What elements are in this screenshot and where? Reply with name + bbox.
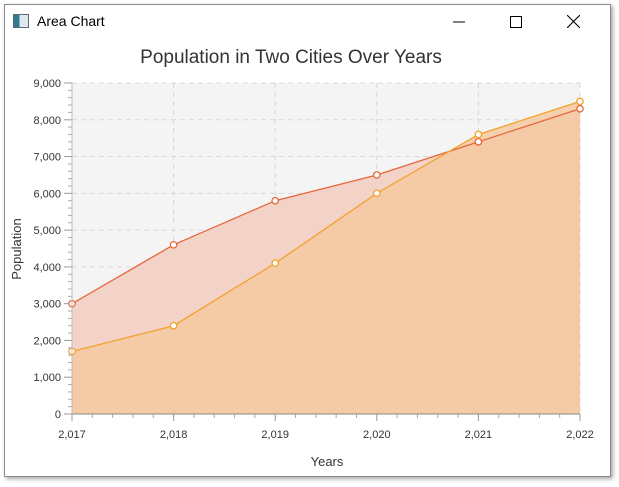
series-2-line	[71, 100, 581, 353]
x-tick-label: 2,018	[160, 429, 188, 441]
x-tick-label: 2,019	[261, 429, 289, 441]
series-2-point	[271, 259, 280, 268]
series-1-line	[71, 108, 581, 305]
close-icon	[566, 15, 580, 28]
y-tick-label: 3,000	[33, 299, 61, 311]
series-2-point	[372, 189, 381, 198]
title-bar: Area Chart	[5, 5, 610, 38]
series-1-point	[576, 104, 584, 113]
series-2-point	[169, 321, 178, 330]
app-icon	[13, 14, 29, 28]
series-1-point	[474, 137, 483, 146]
series-2-area	[72, 101, 580, 414]
y-tick-label: 8,000	[33, 115, 61, 127]
y-tick-label: 5,000	[33, 225, 61, 237]
series-1-point	[271, 196, 280, 205]
y-tick-label: 0	[55, 409, 61, 421]
y-tick-label: 2,000	[33, 335, 61, 347]
y-tick-label: 4,000	[33, 262, 61, 274]
minimize-button[interactable]	[436, 5, 482, 38]
window-title: Area Chart	[37, 13, 105, 29]
x-axis-label: Years	[311, 454, 344, 469]
maximize-icon	[510, 15, 522, 28]
y-tick-label: 1,000	[33, 372, 61, 384]
close-button[interactable]	[550, 5, 596, 38]
x-tick-label: 2,017	[58, 429, 86, 441]
x-tick-label: 2,021	[465, 429, 493, 441]
x-tick-label: 2,022	[566, 429, 594, 441]
y-tick-label: 9,000	[33, 78, 61, 90]
x-tick-label: 2,020	[363, 429, 391, 441]
y-tick-label: 6,000	[33, 188, 61, 200]
series-2-point	[576, 97, 584, 106]
y-tick-label: 7,000	[33, 152, 61, 164]
chart-title: Population in Two Cities Over Years	[140, 47, 442, 68]
maximize-button[interactable]	[493, 5, 539, 38]
series-1-point	[169, 240, 178, 249]
minimize-icon	[453, 21, 465, 22]
y-axis-label: Population	[9, 218, 24, 279]
series-2-point	[474, 130, 483, 139]
series-1-point	[372, 171, 381, 179]
